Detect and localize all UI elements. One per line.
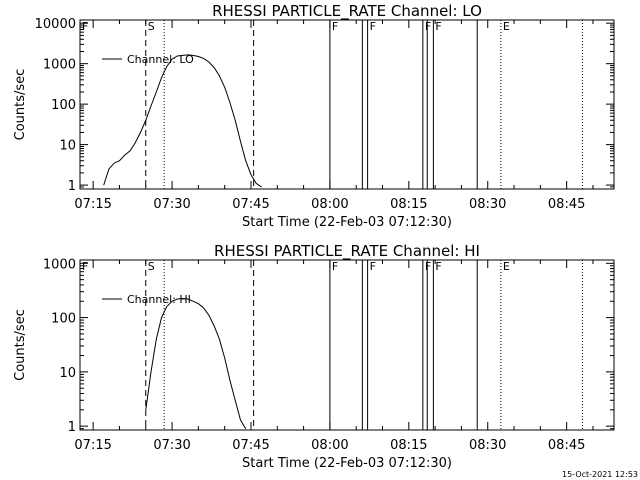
- event-marker-label: F: [82, 260, 88, 273]
- y-tick-label: 1: [68, 420, 76, 435]
- legend-label: Channel: LO: [127, 53, 194, 66]
- x-tick-label: 07:45: [232, 197, 269, 212]
- x-tick-label: 08:15: [390, 438, 427, 453]
- event-marker-label: E: [503, 260, 510, 273]
- event-marker-label: S: [148, 260, 155, 273]
- y-axis-label: Counts/sec: [13, 69, 28, 141]
- event-marker-label: S: [148, 20, 155, 33]
- x-tick-label: 08:00: [311, 197, 348, 212]
- event-marker-label: F: [425, 260, 431, 273]
- y-tick-label: 1000: [43, 257, 76, 272]
- x-tick-label: 07:45: [232, 438, 269, 453]
- plot-frame: [79, 259, 615, 431]
- x-tick-label: 07:30: [153, 197, 190, 212]
- series-line: [145, 297, 247, 429]
- x-tick-label: 08:45: [548, 438, 585, 453]
- event-marker-label: E: [503, 20, 510, 33]
- event-marker-label: F: [425, 20, 431, 33]
- x-axis-label: Start Time (22-Feb-03 07:12:30): [242, 456, 452, 471]
- y-tick-label: 100: [51, 312, 76, 327]
- footer-timestamp: 15-Oct-2021 12:53: [562, 470, 638, 479]
- x-tick-label: 08:00: [311, 438, 348, 453]
- x-tick-label: 07:15: [74, 438, 111, 453]
- event-marker-label: F: [370, 20, 376, 33]
- legend-label: Channel: HI: [127, 293, 191, 306]
- y-tick-label: 1000: [43, 58, 76, 73]
- series-line: [103, 54, 262, 188]
- y-tick-label: 1: [68, 179, 76, 194]
- x-tick-label: 08:45: [548, 197, 585, 212]
- event-marker-label: F: [332, 260, 338, 273]
- plot-frame: [79, 19, 615, 190]
- x-tick-label: 07:15: [74, 197, 111, 212]
- event-marker-label: F: [435, 20, 441, 33]
- x-axis-label: Start Time (22-Feb-03 07:12:30): [242, 215, 452, 230]
- event-marker-label: F: [82, 20, 88, 33]
- event-marker-label: F: [332, 20, 338, 33]
- x-tick-label: 08:30: [469, 438, 506, 453]
- chart-title: RHESSI PARTICLE_RATE Channel: HI: [214, 242, 480, 261]
- event-marker-label: F: [435, 260, 441, 273]
- y-tick-label: 10000: [35, 17, 76, 32]
- event-marker-label: F: [370, 260, 376, 273]
- y-tick-label: 10: [59, 366, 76, 381]
- x-tick-label: 08:30: [469, 197, 506, 212]
- y-tick-label: 10: [59, 139, 76, 154]
- x-tick-label: 08:15: [390, 197, 427, 212]
- y-axis-label: Counts/sec: [13, 309, 28, 381]
- chart-title: RHESSI PARTICLE_RATE Channel: LO: [212, 2, 482, 21]
- y-tick-label: 100: [51, 98, 76, 113]
- x-tick-label: 07:30: [153, 438, 190, 453]
